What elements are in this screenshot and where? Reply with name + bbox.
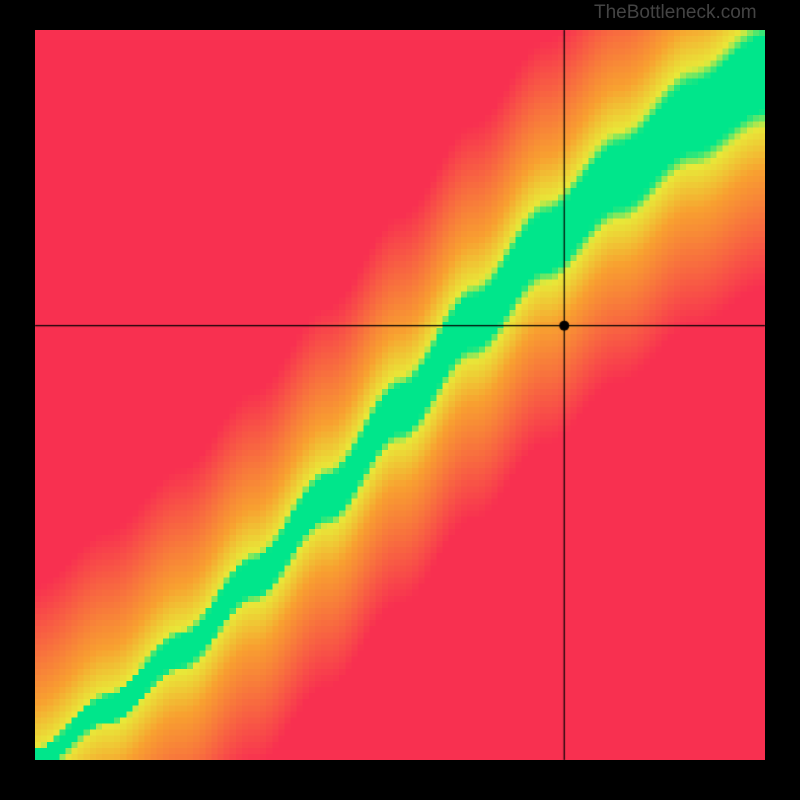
- chart-container: TheBottleneck.com: [0, 0, 800, 800]
- crosshair-overlay: [0, 0, 800, 800]
- attribution-label: TheBottleneck.com: [594, 2, 757, 24]
